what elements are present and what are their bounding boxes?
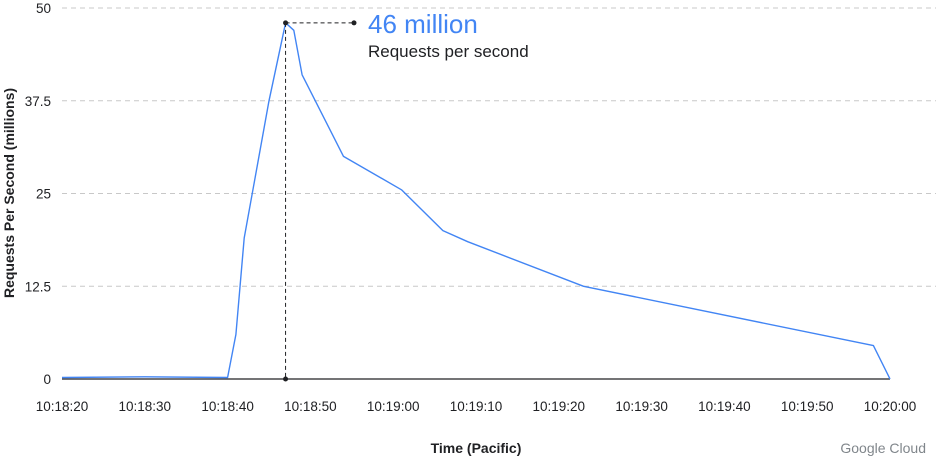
x-tick-label: 10:19:00 xyxy=(367,399,420,414)
x-tick-labels: 10:18:20 10:18:30 10:18:40 10:18:50 10:19:00… xyxy=(36,399,917,414)
x-tick-label: 10:19:10 xyxy=(450,399,503,414)
x-tick-label: 10:18:40 xyxy=(201,399,254,414)
y-tick-label: 25 xyxy=(36,187,51,202)
x-tick-label: 10:19:30 xyxy=(615,399,668,414)
y-tick-labels: 0 12.5 25 37.5 50 xyxy=(25,1,51,387)
series-line xyxy=(61,22,891,380)
peak-baseline-dot xyxy=(283,376,289,382)
annotation-label: Requests per second xyxy=(368,42,529,61)
y-tick-label: 50 xyxy=(36,1,51,16)
peak-marker-dot xyxy=(283,20,289,26)
y-axis-title: Requests Per Second (millions) xyxy=(1,88,17,298)
x-tick-label: 10:18:30 xyxy=(119,399,172,414)
x-tick-label: 10:18:50 xyxy=(284,399,337,414)
y-tick-label: 37.5 xyxy=(25,94,51,109)
google-cloud-logo: Google Cloud xyxy=(840,440,926,456)
x-tick-label: 10:18:20 xyxy=(36,399,89,414)
peak-annotation: 46 million Requests per second xyxy=(283,9,529,382)
x-axis-title: Time (Pacific) xyxy=(431,440,522,456)
x-tick-label: 10:19:50 xyxy=(781,399,834,414)
y-tick-label: 0 xyxy=(43,372,51,387)
x-tick-label: 10:20:00 xyxy=(864,399,917,414)
x-tick-label: 10:19:20 xyxy=(533,399,586,414)
annotation-end-dot xyxy=(351,20,357,26)
y-tick-label: 12.5 xyxy=(25,279,51,294)
series-group xyxy=(61,22,891,380)
x-tick-label: 10:19:40 xyxy=(698,399,751,414)
gridlines xyxy=(62,7,936,380)
annotation-value: 46 million xyxy=(368,9,478,39)
